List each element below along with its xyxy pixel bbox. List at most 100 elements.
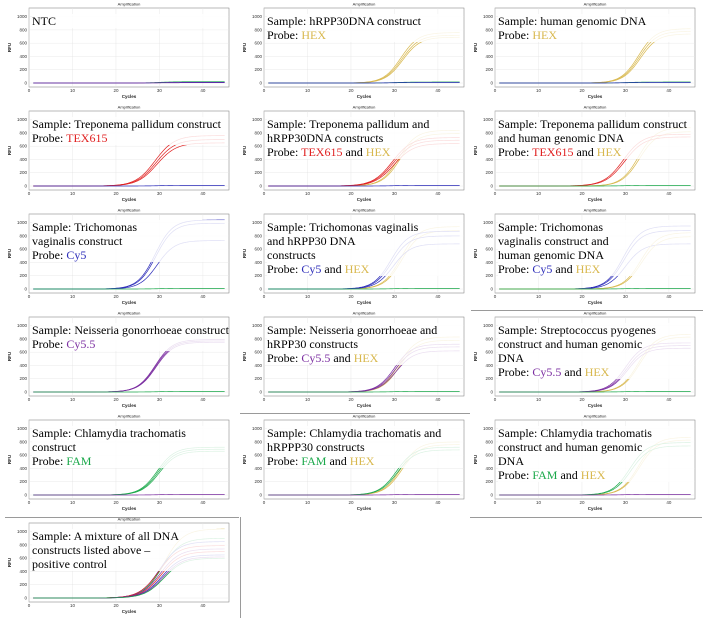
y-tick-label: 1000 [483,117,494,122]
amplification-curve [499,391,691,393]
probe-name: Cy5.5 [532,365,562,379]
panel-separator [470,517,702,518]
chart-panel: Amplification 0 200 400 600 800 1000 0 10 20 30 40 C… [240,414,468,514]
x-axis-label: Cycles [357,506,372,511]
y-tick-label: 600 [254,350,262,355]
y-tick-label: 800 [19,542,27,547]
chart-title: Amplification [118,414,141,419]
amplification-curve [33,494,225,496]
x-tick-label: 30 [623,294,629,299]
probe-name: HEX [532,28,558,42]
x-tick-label: 10 [70,603,76,608]
caption-line: Sample: Neisseria gonorrhoeae construct [32,323,229,337]
probe-name: TEX615 [66,131,108,145]
y-tick-label: 400 [254,54,262,59]
probe-name: FAM [532,468,558,482]
probe-name: Cy5 [532,262,553,276]
y-tick-label: 0 [259,390,262,395]
caption-line: Sample: Trichomonas [32,220,228,234]
probe-name: HEX [575,262,601,276]
chart-title: Amplification [353,105,376,110]
y-tick-label: 200 [254,273,262,278]
amplification-curve [268,82,460,84]
y-tick-label: 1000 [252,426,263,431]
caption-text: DNA [498,351,524,365]
y-tick-label: 0 [490,390,493,395]
x-tick-label: 30 [392,294,398,299]
amplification-curve [33,185,225,187]
x-axis-label: Cycles [122,197,137,202]
x-tick-label: 0 [494,294,497,299]
x-tick-label: 30 [392,397,398,402]
caption-text: and [561,365,585,379]
x-tick-label: 40 [435,500,441,505]
y-tick-label: 600 [254,247,262,252]
caption-line: Probe: Cy5 and HEX [267,262,463,276]
y-tick-label: 0 [259,493,262,498]
x-tick-label: 30 [157,603,163,608]
caption-text: Sample: Neisseria gonorrhoeae and [267,323,438,337]
x-tick-label: 10 [305,397,311,402]
caption-text: Probe: [32,248,67,262]
chart-title: Amplification [353,311,376,316]
y-tick-label: 0 [490,493,493,498]
caption-text: Probe: [498,28,533,42]
caption-text: Probe: [32,337,67,351]
y-tick-label: 600 [19,350,27,355]
y-tick-label: 400 [19,157,27,162]
probe-name: TEX615 [532,145,574,159]
y-tick-label: 1000 [17,117,28,122]
caption-text: construct [32,440,76,454]
x-tick-label: 20 [579,500,585,505]
caption-line: and human genomic DNA [498,131,694,145]
x-axis-label: Cycles [588,300,603,305]
y-tick-label: 1000 [483,14,494,19]
caption-text: vaginalis construct and [498,234,609,248]
x-axis-label: Cycles [122,403,137,408]
caption-text: positive control [32,557,107,571]
sample-caption: Sample: Neisseria gonorrhoeae construct P… [32,323,229,351]
probe-name: HEX [365,145,391,159]
x-tick-label: 0 [494,191,497,196]
x-tick-label: 10 [70,294,76,299]
caption-text: hRPP30 constructs [267,337,359,351]
x-axis-label: Cycles [357,300,372,305]
caption-line: Probe: Cy5.5 and HEX [267,351,463,365]
caption-line: Sample: A mixture of all DNA [32,529,228,543]
x-axis-label: Cycles [588,94,603,99]
x-tick-label: 10 [70,397,76,402]
caption-line: Sample: Trichomonas [498,220,694,234]
caption-text: Sample: Treponema pallidum construct [32,117,221,131]
y-tick-label: 200 [485,479,493,484]
chart-title: Amplification [584,311,607,316]
x-tick-label: 10 [536,191,542,196]
chart-panel: Amplification 0 200 400 600 800 1000 0 10 20 30 40 C… [5,208,233,308]
caption-text: Probe: [267,262,302,276]
x-tick-label: 0 [494,397,497,402]
y-tick-label: 800 [485,336,493,341]
y-axis-label: RFU [7,558,12,567]
caption-line: vaginalis construct and [498,234,694,248]
caption-text: Sample: Treponema pallidum and [267,117,430,131]
panel-separator [5,517,239,518]
caption-line: hRPP30 constructs [267,337,463,351]
caption-line: DNA [498,351,694,365]
sample-caption: Sample: Trichomonas vaginalis construct a… [498,220,694,276]
sample-caption: Sample: Streptococcus pyogenes construct … [498,323,694,379]
caption-text: Probe: [498,365,533,379]
chart-panel: Amplification 0 200 400 600 800 1000 0 10 20 30 40 C… [240,208,468,308]
x-tick-label: 40 [200,294,206,299]
x-tick-label: 40 [200,88,206,93]
x-tick-label: 30 [157,294,163,299]
y-tick-label: 1000 [17,220,28,225]
x-tick-label: 30 [392,88,398,93]
chart-title: Amplification [118,105,141,110]
y-tick-label: 0 [24,493,27,498]
chart-panel: Amplification 0 200 400 600 800 1000 0 10 20 30 40 C… [240,311,468,411]
x-tick-label: 0 [28,294,31,299]
sample-caption: Sample: Neisseria gonorrhoeae and hRPP30 … [267,323,463,365]
y-axis-label: RFU [473,249,478,258]
amplification-curve [33,288,225,290]
x-tick-label: 30 [157,191,163,196]
y-tick-label: 400 [254,157,262,162]
